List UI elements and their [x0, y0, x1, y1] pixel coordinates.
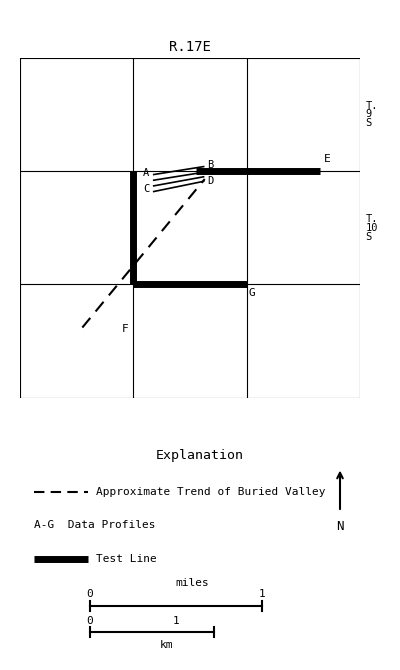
Text: 1: 1: [259, 589, 266, 599]
Text: D: D: [207, 176, 213, 186]
Text: N: N: [336, 520, 344, 533]
Title: R.17E: R.17E: [169, 40, 211, 54]
Text: A: A: [143, 168, 149, 178]
Text: km: km: [160, 640, 173, 650]
Text: 0: 0: [86, 616, 93, 626]
Text: C: C: [143, 184, 149, 194]
Text: T.
9
S: T. 9 S: [366, 100, 378, 128]
Text: Test Line: Test Line: [96, 554, 156, 563]
Text: G: G: [249, 288, 256, 298]
Text: T.
10
S: T. 10 S: [366, 214, 378, 242]
Text: 1: 1: [173, 616, 179, 626]
Text: Approximate Trend of Buried Valley: Approximate Trend of Buried Valley: [96, 487, 325, 496]
Text: A-G  Data Profiles: A-G Data Profiles: [34, 521, 156, 530]
Text: 0: 0: [86, 589, 93, 599]
Text: miles: miles: [175, 578, 209, 588]
Text: Explanation: Explanation: [156, 449, 244, 462]
Text: E: E: [324, 154, 330, 164]
Text: B: B: [207, 161, 213, 170]
Text: F: F: [122, 324, 129, 334]
